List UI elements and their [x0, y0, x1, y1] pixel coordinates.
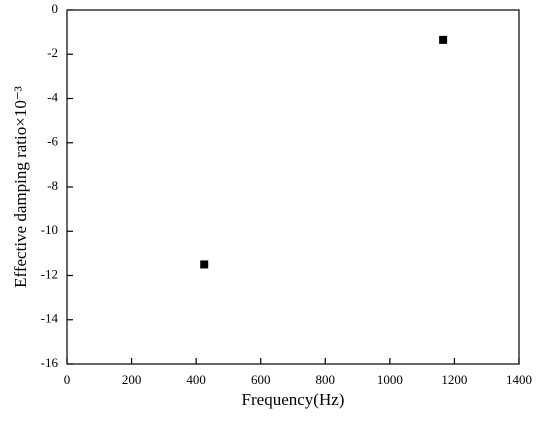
y-tick-label: -16 — [41, 355, 59, 370]
x-tick-label: 0 — [64, 372, 71, 387]
x-axis-label: Frequency(Hz) — [242, 390, 345, 409]
y-tick-label: -10 — [41, 222, 58, 237]
y-tick-label: -8 — [47, 178, 58, 193]
y-tick-label: 0 — [52, 1, 59, 16]
x-tick-label: 400 — [186, 372, 206, 387]
point — [200, 260, 209, 269]
y-tick-label: -14 — [41, 311, 59, 326]
y-tick-label: -12 — [41, 266, 58, 281]
x-tick-label: 1200 — [441, 372, 467, 387]
y-tick-label: -6 — [47, 134, 58, 149]
y-axis-label: Effective damping ratio×10⁻³ — [11, 86, 30, 288]
x-tick-label: 1400 — [506, 372, 532, 387]
x-tick-label: 1000 — [377, 372, 403, 387]
x-tick-label: 800 — [316, 372, 336, 387]
x-tick-label: 600 — [251, 372, 271, 387]
x-tick-label: 200 — [122, 372, 142, 387]
y-tick-label: -4 — [47, 89, 58, 104]
y-tick-label: -2 — [47, 45, 58, 60]
plot-frame — [66, 9, 520, 365]
point — [439, 35, 448, 44]
